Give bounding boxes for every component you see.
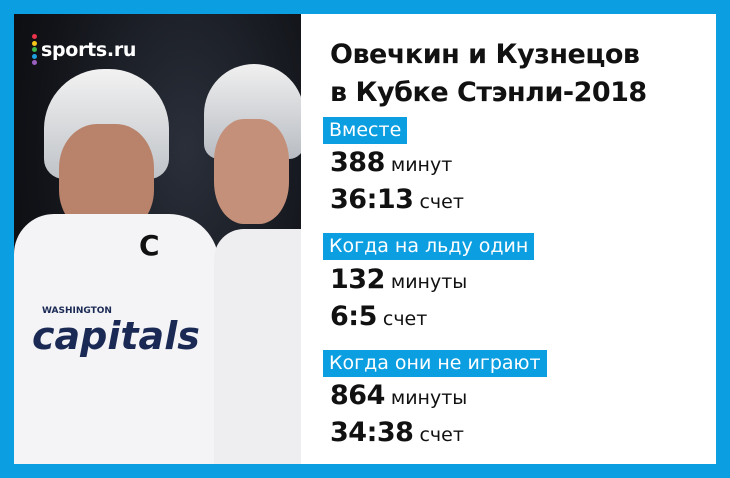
sports-ru-logo: sports.ru (32, 34, 136, 65)
logo-text: sports.ru (41, 38, 137, 61)
minutes-value: 388 (330, 147, 385, 178)
infographic-title: Овечкин и Кузнецов в Кубке Стэнли-2018 (330, 36, 647, 112)
minutes-value: 864 (330, 380, 385, 411)
minutes-one-on-ice: 132 минуты (330, 264, 467, 295)
minutes-together: 388 минут (330, 147, 452, 178)
title-line-2: в Кубке Стэнли-2018 (330, 77, 647, 108)
score-neither-plays: 34:38 счет (330, 417, 464, 448)
score-unit: счет (419, 424, 464, 446)
stats-panel: Овечкин и Кузнецов в Кубке Стэнли-2018 В… (301, 14, 716, 464)
jersey-text: capitals (32, 314, 200, 358)
minutes-neither-plays: 864 минуты (330, 380, 467, 411)
minutes-value: 132 (330, 264, 385, 295)
players-photo: C WASHINGTON capitals sports.ru (14, 14, 301, 464)
score-unit: счет (382, 308, 428, 330)
score-value: 36:13 (330, 184, 414, 215)
score-one-on-ice: 6:5 счет (330, 301, 427, 332)
minutes-unit: минут (390, 154, 453, 176)
score-value: 6:5 (330, 301, 377, 332)
section-label-neither-plays: Когда они не играют (323, 350, 547, 377)
score-unit: счет (419, 191, 464, 213)
section-label-one-on-ice: Когда на льду один (323, 233, 535, 260)
jersey-subtext: WASHINGTON (42, 306, 112, 316)
title-line-1: Овечкин и Кузнецов (330, 39, 640, 70)
captain-letter: C (139, 229, 160, 262)
minutes-unit: минуты (390, 271, 468, 293)
jersey-right (214, 229, 301, 464)
logo-dots-icon (32, 34, 37, 65)
score-value: 34:38 (330, 417, 414, 448)
section-label-together: Вместе (323, 117, 408, 144)
score-together: 36:13 счет (330, 184, 464, 215)
minutes-unit: минуты (390, 387, 468, 409)
jersey-left (14, 214, 219, 464)
face-right (214, 119, 289, 224)
